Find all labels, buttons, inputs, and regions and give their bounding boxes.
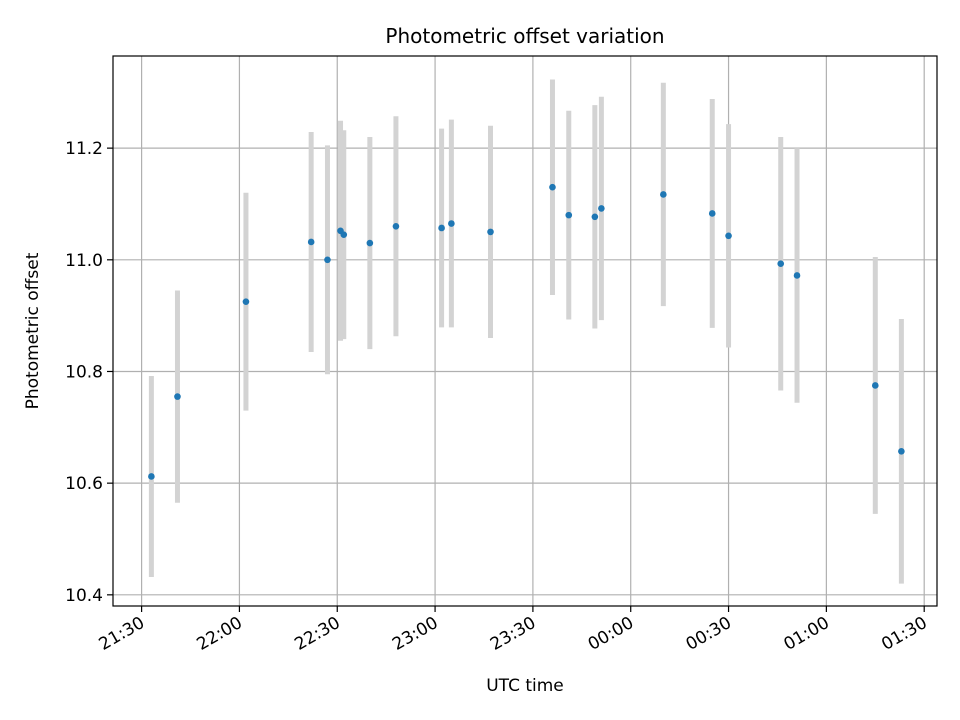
data-point — [898, 448, 905, 455]
y-tick-label: 11.2 — [65, 139, 103, 159]
grid-lines — [113, 56, 937, 606]
data-point — [708, 210, 716, 217]
data-point — [340, 231, 348, 238]
y-axis-ticks: 10.4 10.6 10.8 11.0 11.2 — [65, 139, 113, 606]
data-point — [448, 220, 455, 227]
data-point — [148, 473, 155, 480]
data-point — [565, 211, 573, 219]
data-point — [438, 224, 445, 232]
x-axis-label: UTC time — [486, 676, 564, 696]
data-point — [242, 298, 250, 305]
y-tick-label: 10.4 — [65, 586, 103, 606]
y-tick-label: 11.0 — [65, 251, 103, 271]
data-point — [366, 239, 374, 247]
data-point — [777, 260, 785, 268]
data-point — [598, 205, 605, 212]
data-point — [487, 228, 494, 236]
data-point — [591, 213, 599, 221]
data-point — [725, 232, 732, 240]
plot-frame — [112, 55, 938, 607]
data-points — [148, 183, 905, 480]
chart-title: Photometric offset variation — [385, 24, 664, 48]
y-tick-label: 10.6 — [65, 474, 103, 494]
data-point — [793, 272, 801, 279]
data-point — [871, 382, 879, 389]
data-point — [660, 191, 667, 198]
y-tick-label: 10.8 — [65, 362, 103, 382]
data-point — [307, 238, 315, 246]
y-axis-label: Photometric offset — [23, 252, 43, 409]
data-point — [549, 183, 556, 191]
data-point — [324, 256, 331, 264]
data-point — [392, 223, 400, 230]
data-point — [174, 393, 181, 400]
